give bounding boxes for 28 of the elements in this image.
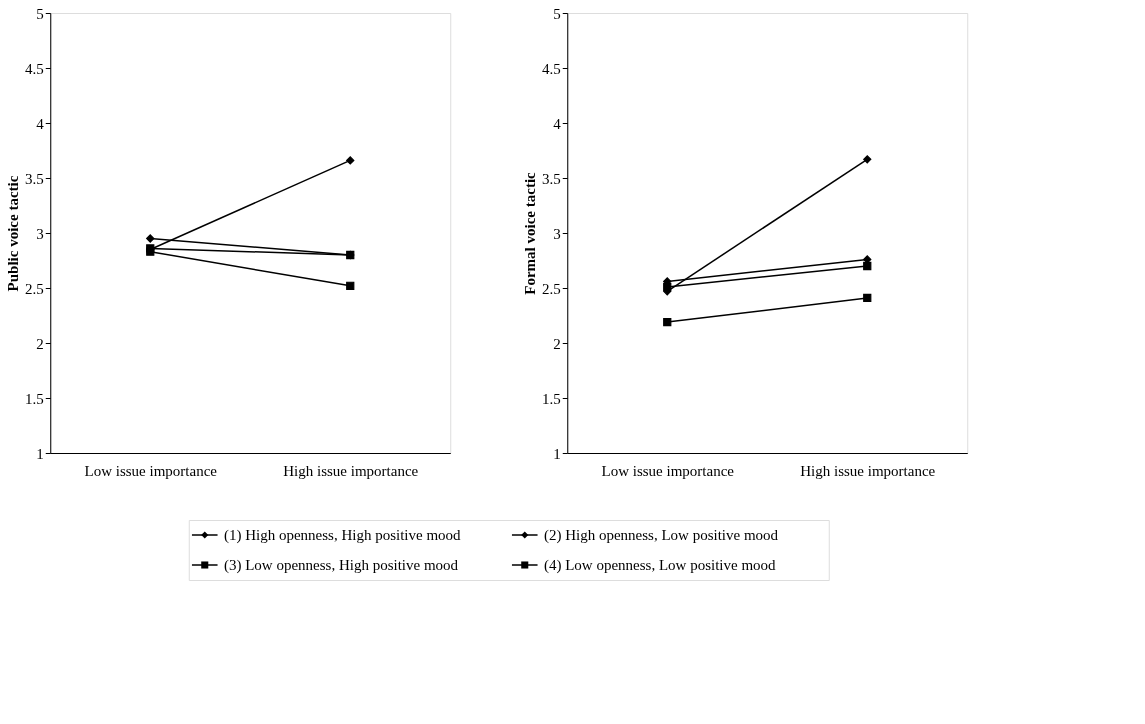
y-tick-label: 4.5 <box>542 60 561 77</box>
y-tick-label: 2 <box>553 335 561 352</box>
y-tick-label: 2.5 <box>25 280 44 297</box>
y-tick-label: 5 <box>553 5 561 22</box>
y-axis-title: Formal voice tactic <box>522 171 538 295</box>
x-tick-label: High issue importance <box>800 462 936 479</box>
y-tick-label: 3.5 <box>542 170 561 187</box>
legend-label: (4) Low openness, Low positive mood <box>543 557 777 574</box>
x-tick-label: Low issue importance <box>601 462 735 479</box>
y-tick-label: 4 <box>36 115 45 132</box>
y-tick-label: 3 <box>36 225 44 242</box>
y-tick-label: 2.5 <box>542 280 561 297</box>
y-tick-label: 1 <box>36 445 44 462</box>
y-tick-label: 4.5 <box>25 60 44 77</box>
y-tick-label: 3 <box>553 225 561 242</box>
y-axis-title: Public voice tactic <box>5 175 21 292</box>
legend-label: (1) High openness, High positive mood <box>223 527 462 544</box>
x-tick-label: Low issue importance <box>84 462 218 479</box>
legend-label: (2) High openness, Low positive mood <box>543 527 779 544</box>
y-tick-label: 3.5 <box>25 170 44 187</box>
y-tick-label: 1 <box>553 445 561 462</box>
y-tick-label: 4 <box>553 115 562 132</box>
x-tick-label: High issue importance <box>283 462 419 479</box>
y-tick-label: 1.5 <box>25 390 44 407</box>
y-tick-label: 2 <box>36 335 44 352</box>
y-tick-label: 1.5 <box>542 390 561 407</box>
legend-label: (3) Low openness, High positive mood <box>223 557 459 574</box>
y-tick-label: 5 <box>36 5 44 22</box>
